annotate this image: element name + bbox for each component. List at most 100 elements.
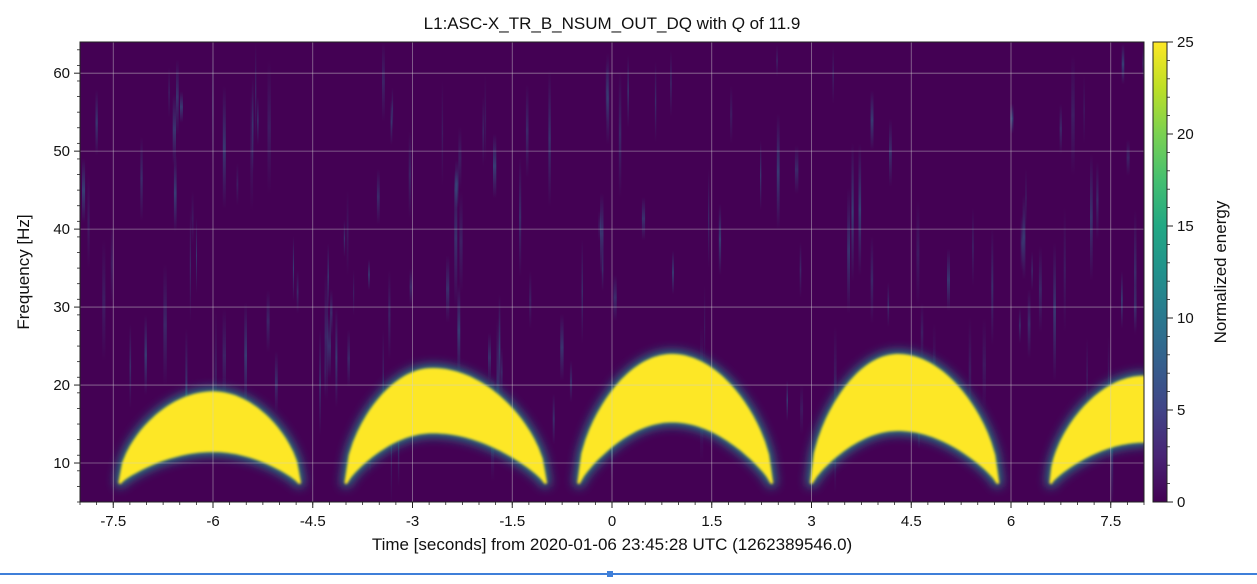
noise-streak	[916, 199, 920, 307]
x-tick-label: -7.5	[100, 513, 126, 530]
noise-streak	[1027, 289, 1031, 359]
noise-streak	[1059, 103, 1062, 155]
noise-streak	[493, 133, 497, 199]
energy-arch-4	[810, 353, 1000, 484]
noise-streak	[441, 80, 444, 187]
noise-streak	[598, 210, 601, 242]
noise-streak	[496, 318, 499, 435]
noise-streak	[776, 113, 780, 231]
noise-streak	[347, 329, 350, 388]
noise-streak	[858, 143, 862, 276]
noise-streak	[730, 85, 733, 144]
noise-streak	[1020, 215, 1024, 272]
noise-streak	[488, 333, 491, 382]
noise-streak	[110, 224, 114, 304]
noise-streak	[548, 69, 551, 207]
noise-streak	[1025, 168, 1027, 227]
noise-streak	[1096, 161, 1099, 240]
noise-streak	[236, 163, 239, 206]
noise-streak	[760, 140, 762, 211]
noise-streak	[335, 307, 338, 408]
noise-streak	[794, 145, 799, 194]
noise-streak	[102, 239, 106, 362]
noise-streak	[327, 314, 331, 378]
noise-streak	[215, 310, 217, 434]
noise-streak	[569, 360, 573, 403]
noise-streak	[388, 270, 391, 360]
x-tick-label: -4.5	[300, 513, 326, 530]
noise-streak	[525, 84, 529, 178]
noise-streak	[519, 157, 522, 277]
noise-streak	[1031, 251, 1033, 291]
noise-streak	[172, 94, 176, 166]
noise-streak	[832, 46, 834, 104]
noise-streak	[641, 197, 646, 241]
noise-streak	[391, 87, 394, 131]
noise-streak	[176, 59, 179, 135]
noise-streak	[799, 242, 802, 298]
noise-streak	[368, 259, 370, 290]
noise-streak	[833, 326, 837, 438]
noise-streak	[267, 60, 271, 194]
noise-streak	[1086, 337, 1088, 413]
noise-streak	[382, 42, 385, 122]
noise-streak	[222, 308, 226, 404]
noise-streak	[1071, 54, 1075, 176]
noise-streak	[376, 169, 380, 225]
noise-streak	[484, 75, 487, 163]
noise-streak	[1090, 153, 1093, 281]
noise-streak	[266, 290, 270, 353]
noise-streak	[140, 136, 143, 222]
noise-streak	[191, 191, 194, 246]
noise-streak	[409, 268, 413, 306]
noise-streak	[482, 96, 484, 167]
colorbar-tick-label: 10	[1177, 310, 1194, 327]
y-tick-label: 30	[53, 299, 70, 316]
noise-streak	[991, 227, 994, 346]
colorbar-label: Normalized energy	[1211, 200, 1230, 343]
noise-streak	[851, 142, 854, 282]
noise-streak	[552, 393, 555, 445]
colorbar-tick-label: 25	[1177, 34, 1194, 51]
noise-streak	[87, 174, 90, 269]
x-tick-label: -3	[406, 513, 419, 530]
noise-streak	[618, 70, 622, 198]
noise-streak	[968, 317, 972, 423]
noise-streak	[454, 169, 458, 308]
noise-streak	[292, 236, 294, 301]
noise-streak	[458, 126, 462, 190]
noise-streak	[500, 347, 503, 398]
colorbar-tick-label: 20	[1177, 126, 1194, 143]
noise-streak	[672, 250, 674, 295]
y-axis-label: Frequency [Hz]	[14, 214, 33, 329]
noise-streak	[353, 270, 355, 316]
y-axis: 10 20 30 40 50 60	[53, 49, 80, 503]
noise-streak	[654, 61, 657, 143]
noise-streak	[982, 318, 986, 412]
noise-streak	[847, 187, 850, 315]
bottom-divider	[0, 573, 1257, 575]
x-axis: -7.5 -6 -4.5 -3 -1.5 0 1.5 3 4.5 6 7.5	[79, 502, 1145, 530]
noise-streak	[1121, 271, 1123, 329]
noise-streak	[255, 42, 257, 141]
grid-lines	[80, 42, 1144, 502]
x-tick-label: 1.5	[701, 513, 722, 530]
noise-streak	[330, 289, 333, 337]
noise-streak	[163, 263, 167, 387]
noise-streak	[1133, 284, 1137, 332]
noise-streak	[1022, 195, 1026, 280]
noise-streak	[606, 52, 610, 145]
noise-streak	[1126, 139, 1130, 176]
noise-streak	[627, 54, 629, 128]
x-tick-label: 3	[807, 513, 815, 530]
x-tick-label: 7.5	[1100, 513, 1121, 530]
noise-streak	[82, 158, 86, 223]
noise-streak	[296, 270, 299, 314]
x-tick-label: 0	[608, 513, 616, 530]
noise-streak	[173, 154, 177, 232]
noise-streaks	[82, 42, 1144, 502]
noise-streak	[257, 96, 259, 145]
noise-streak	[786, 380, 788, 421]
noise-streak	[1083, 74, 1085, 144]
